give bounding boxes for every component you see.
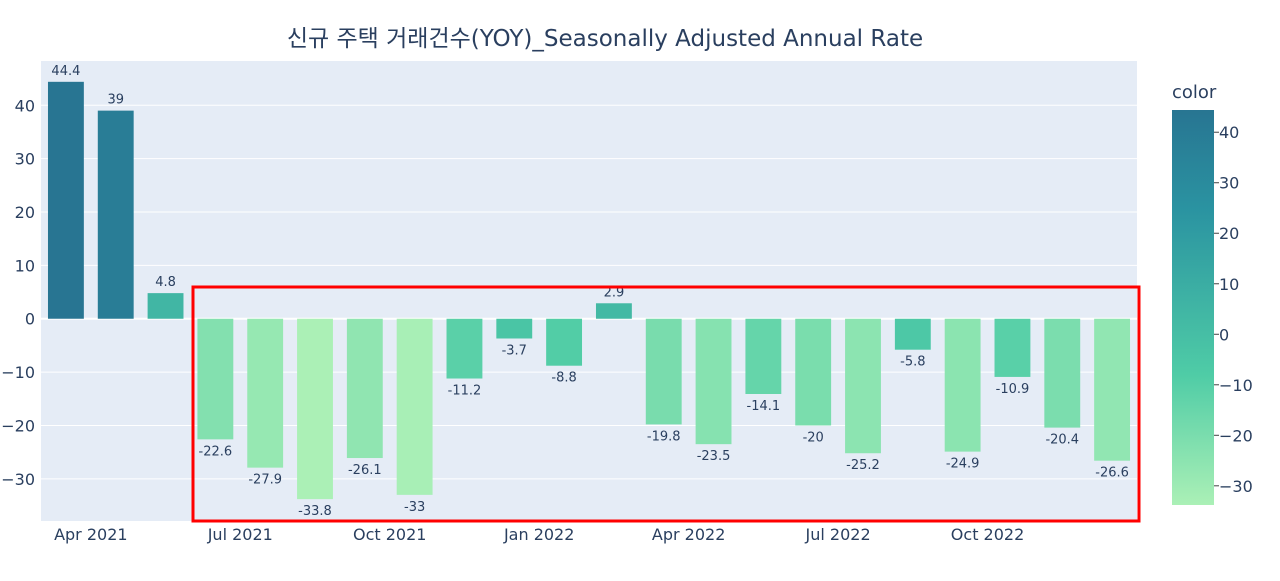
colorbar-tick-label: 0 [1219, 325, 1229, 344]
data-label: -33 [404, 500, 425, 515]
data-label: -5.8 [900, 355, 925, 370]
y-tick-label: 10 [15, 256, 35, 275]
data-label: -20 [803, 430, 824, 445]
data-label: -24.9 [946, 457, 980, 472]
x-tick-label: Jul 2021 [207, 525, 273, 544]
bar [595, 303, 632, 319]
colorbar-tick-label: 30 [1219, 174, 1239, 193]
data-label: -10.9 [996, 382, 1030, 397]
bar [645, 318, 682, 425]
bar [1044, 318, 1081, 428]
y-tick-label: −10 [1, 363, 35, 382]
bar [346, 318, 383, 459]
data-label: -33.8 [298, 504, 332, 519]
bar [1094, 318, 1131, 461]
colorbar-tick-label: −20 [1219, 426, 1253, 445]
x-tick-label: Apr 2021 [54, 525, 127, 544]
bar [496, 318, 533, 339]
data-label: -25.2 [846, 458, 880, 473]
y-tick-label: 0 [25, 310, 35, 329]
data-label: -8.8 [551, 371, 576, 386]
data-label: 2.9 [604, 285, 625, 300]
data-label: -19.8 [647, 429, 681, 444]
bar [396, 318, 433, 495]
data-label: -26.1 [348, 463, 382, 478]
data-label: -14.1 [747, 399, 781, 414]
bar-layer [47, 81, 1131, 500]
x-tick-label: Oct 2022 [951, 525, 1024, 544]
data-label: -3.7 [502, 343, 527, 358]
data-label: -23.5 [697, 449, 731, 464]
bar [994, 318, 1031, 377]
bar [147, 293, 184, 319]
data-label: -26.6 [1095, 466, 1129, 481]
data-label: 44.4 [51, 64, 80, 79]
colorbar-title: color [1172, 82, 1217, 103]
bar [446, 318, 483, 379]
bar [795, 318, 832, 426]
bar [247, 318, 284, 468]
x-tick-label: Oct 2021 [353, 525, 426, 544]
bar [97, 110, 134, 319]
bar [745, 318, 782, 394]
y-tick-label: 40 [15, 96, 35, 115]
y-tick-label: 30 [15, 150, 35, 169]
bar [845, 318, 881, 454]
bar [695, 318, 732, 445]
data-label-layer: 44.4 39 4.8 -22.6 -27.9 -33.8 -26.1 -33 -11.2 -3.… [51, 64, 1128, 519]
highlight-box [191, 285, 1141, 523]
colorbar [1172, 110, 1214, 505]
x-tick-label: Apr 2022 [652, 525, 725, 544]
colorbar-tick-label: 40 [1219, 123, 1239, 142]
bar [297, 318, 333, 500]
colorbar-tick-label: −10 [1219, 376, 1253, 395]
data-label: -27.9 [248, 473, 282, 488]
x-tick-label: Jan 2022 [503, 525, 574, 544]
bar [197, 318, 234, 440]
bar [894, 318, 931, 350]
chart-title: 신규 주택 거래건수(YOY)_Seasonally Adjusted Annu… [287, 26, 923, 52]
bar [944, 318, 981, 452]
data-label: -22.6 [199, 444, 233, 459]
colorbar-ticks: 40 30 20 10 0 −10 −20 −30 [1214, 123, 1253, 496]
y-tick-label: 20 [15, 203, 35, 222]
y-axis: 40 30 20 10 0 −10 −20 −30 [1, 96, 35, 489]
bar [47, 81, 84, 319]
y-tick-label: −20 [1, 416, 35, 435]
data-label: -11.2 [448, 384, 482, 399]
data-label: 4.8 [155, 275, 176, 290]
colorbar-tick-label: 20 [1219, 224, 1239, 243]
y-tick-label: −30 [1, 470, 35, 489]
data-label: -20.4 [1045, 433, 1079, 448]
colorbar-tick-label: 10 [1219, 275, 1239, 294]
x-tick-label: Jul 2022 [805, 525, 871, 544]
data-label: 39 [107, 93, 124, 108]
x-axis: Apr 2021 Jul 2021 Oct 2021 Jan 2022 Apr 2022… [54, 525, 1024, 544]
colorbar-tick-label: −30 [1219, 477, 1253, 496]
bar [546, 318, 583, 366]
